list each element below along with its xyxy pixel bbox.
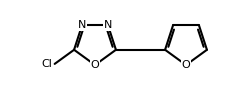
- Text: O: O: [91, 60, 99, 70]
- Text: N: N: [78, 20, 86, 30]
- Text: Cl: Cl: [42, 59, 53, 69]
- Text: O: O: [182, 60, 190, 70]
- Text: N: N: [104, 20, 112, 30]
